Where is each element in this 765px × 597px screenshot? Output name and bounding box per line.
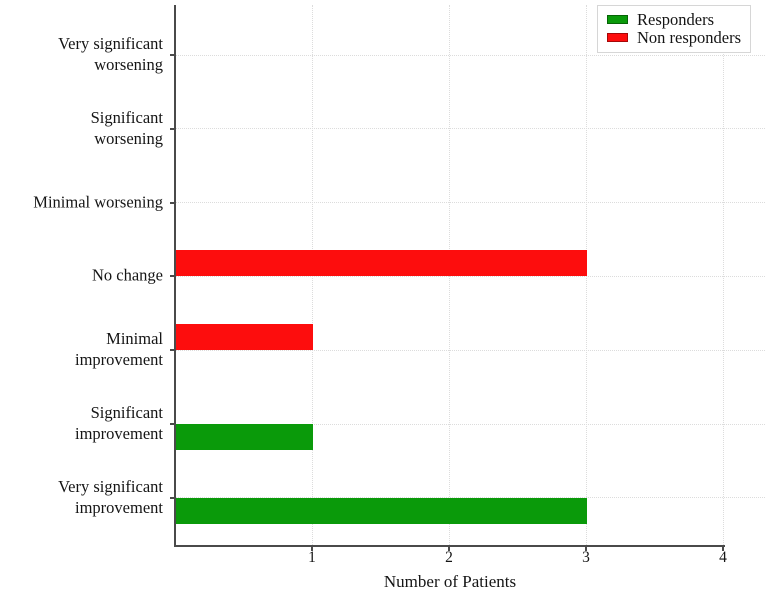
y-axis-tick bbox=[170, 423, 175, 425]
y-axis-tick bbox=[170, 201, 175, 204]
category-label: Significant improvement bbox=[75, 403, 163, 443]
non-responders-color-swatch bbox=[607, 33, 628, 42]
category-label: No change bbox=[91, 265, 163, 285]
category-label: Minimal improvement bbox=[75, 329, 163, 370]
category-label: Very significant worsening bbox=[58, 34, 163, 74]
y-axis-tick bbox=[170, 349, 175, 352]
bar-non-responders bbox=[176, 324, 313, 351]
x-tick-label: 1 bbox=[308, 549, 316, 566]
gridline-horizontal bbox=[175, 202, 765, 204]
bar-responders bbox=[176, 424, 313, 450]
legend-label-responders: Responders bbox=[637, 9, 714, 29]
x-tick-label: 2 bbox=[445, 549, 453, 566]
gridline-horizontal bbox=[175, 128, 765, 130]
x-axis-tick bbox=[448, 545, 450, 551]
x-axis-tick bbox=[585, 545, 587, 551]
bar-non-responders bbox=[176, 250, 587, 277]
x-axis-tick bbox=[722, 545, 724, 551]
legend-label-non-responders: Non responders bbox=[637, 27, 742, 47]
y-axis-tick bbox=[170, 127, 175, 130]
gridline-horizontal bbox=[175, 423, 765, 425]
x-tick-label: 4 bbox=[719, 549, 727, 566]
gridline-vertical bbox=[723, 5, 724, 545]
y-axis-tick bbox=[170, 496, 175, 499]
category-label: Significant worsening bbox=[90, 107, 163, 148]
legend-item-non-responders: Non responders bbox=[607, 27, 742, 47]
y-axis-line bbox=[174, 5, 176, 547]
responders-color-swatch bbox=[607, 15, 628, 24]
bar-responders bbox=[176, 497, 587, 524]
gridline-horizontal bbox=[175, 349, 765, 351]
category-label: Minimal worsening bbox=[33, 192, 163, 212]
x-tick-label: 3 bbox=[582, 549, 590, 566]
gridline-horizontal bbox=[175, 54, 765, 56]
x-axis-title: Number of Patients bbox=[383, 572, 517, 591]
y-axis-tick bbox=[170, 275, 175, 278]
legend: Responders Non responders bbox=[597, 5, 752, 53]
gridline-horizontal bbox=[175, 275, 765, 277]
x-axis-tick bbox=[311, 545, 313, 551]
y-axis-tick bbox=[170, 54, 175, 56]
category-label: Very significant improvement bbox=[58, 476, 163, 517]
legend-item-responders: Responders bbox=[607, 9, 741, 29]
x-axis-line bbox=[174, 545, 725, 547]
